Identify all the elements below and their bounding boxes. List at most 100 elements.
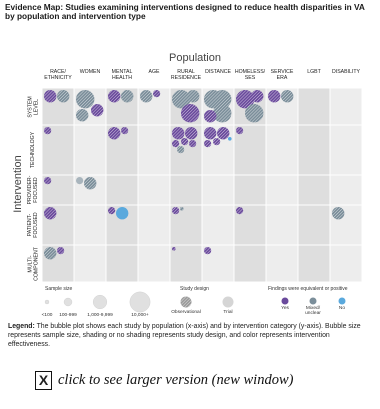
hatch xyxy=(281,90,294,103)
row-label: PATIENT-FOCUSED xyxy=(27,212,39,238)
hatch xyxy=(177,146,185,154)
column-label: AGE xyxy=(148,69,160,75)
legend-label: Trial xyxy=(223,310,233,315)
hatch xyxy=(91,104,104,117)
caption: Legend: The bubble plot shows each study… xyxy=(8,323,372,350)
legend-label: No xyxy=(338,306,346,311)
caption-label: Legend: xyxy=(8,323,35,330)
link-icon[interactable]: X xyxy=(35,371,52,390)
legend-title: Study design xyxy=(180,286,209,292)
hatch xyxy=(213,90,232,109)
hatch xyxy=(213,138,221,146)
caption-text: The bubble plot shows each study by popu… xyxy=(8,323,361,348)
legend-size xyxy=(63,297,73,307)
hatch xyxy=(44,177,52,185)
legend-size xyxy=(92,294,108,310)
cell xyxy=(105,174,139,206)
hatch xyxy=(189,140,197,148)
hatch xyxy=(44,127,52,135)
bubble xyxy=(116,207,129,220)
cell xyxy=(265,204,299,246)
cell xyxy=(73,124,107,176)
link-text[interactable]: click to see larger version (new window) xyxy=(58,371,294,388)
hatch xyxy=(172,207,180,215)
cell xyxy=(137,174,171,206)
legend-label: 1,000-9,999 xyxy=(87,313,113,318)
cell xyxy=(73,204,107,246)
hatch xyxy=(187,90,200,103)
hatch xyxy=(204,127,217,140)
row-label: PROVIDER-FOCUSED xyxy=(27,175,39,205)
legend-label: 100-999 xyxy=(59,313,77,318)
cell xyxy=(169,244,203,283)
hatch xyxy=(108,207,116,215)
legend-label: 10,000+ xyxy=(131,313,149,318)
hatch xyxy=(84,177,97,190)
hatch xyxy=(172,90,191,109)
legend-label: Observational xyxy=(171,310,201,315)
hatch xyxy=(44,90,57,103)
column-label: WOMEN xyxy=(79,69,101,75)
cell xyxy=(73,244,107,283)
hatch xyxy=(204,247,212,255)
legend-bubble xyxy=(222,296,234,308)
legend-size xyxy=(44,299,50,305)
cell xyxy=(297,204,331,246)
cell xyxy=(265,174,299,206)
hatch xyxy=(172,140,180,148)
cell xyxy=(233,244,267,283)
cell xyxy=(297,174,331,206)
hatch xyxy=(57,247,65,255)
cell xyxy=(329,87,363,126)
legend-finding xyxy=(338,297,346,305)
hatch xyxy=(204,140,212,148)
cell xyxy=(169,174,203,206)
legend-finding xyxy=(309,297,317,305)
hatch xyxy=(57,90,70,103)
hatch xyxy=(76,109,89,122)
legend-title: Findings were equivalent or positive xyxy=(268,286,348,292)
column-label: DISTANCE xyxy=(205,69,231,75)
hatch xyxy=(213,104,232,123)
bubble xyxy=(76,177,84,185)
hatch xyxy=(332,207,345,220)
hatch xyxy=(236,90,255,109)
hatch xyxy=(236,207,244,215)
row-label: MULTI-COMPONENT xyxy=(27,246,39,281)
column-label: DISABILITY xyxy=(332,69,360,75)
legend-finding xyxy=(281,297,289,305)
hatch xyxy=(153,90,161,98)
cell xyxy=(297,244,331,283)
column-label: HOMELESS/ SES xyxy=(234,69,266,81)
y-axis-title: Intervention xyxy=(11,155,24,213)
cell xyxy=(201,204,235,246)
cell xyxy=(265,244,299,283)
chart-title: Evidence Map: Studies examining interven… xyxy=(5,2,365,22)
bubble xyxy=(228,137,232,141)
hatch xyxy=(44,207,57,220)
cell xyxy=(105,244,139,283)
cell xyxy=(329,174,363,206)
hatch xyxy=(181,138,189,146)
hatch xyxy=(217,127,230,140)
hatch xyxy=(140,90,153,103)
hatch xyxy=(180,296,192,308)
cell xyxy=(329,244,363,283)
hatch xyxy=(236,127,244,135)
hatch xyxy=(251,90,264,103)
hatch xyxy=(76,90,95,109)
cell xyxy=(137,204,171,246)
legend-title: Sample size xyxy=(45,286,73,292)
legend-label: Mixed/ unclear xyxy=(305,306,321,317)
column-label: LGBT xyxy=(307,69,321,75)
hatch xyxy=(185,127,198,140)
hatch xyxy=(204,110,217,123)
larger-version-link[interactable]: X click to see larger version (new windo… xyxy=(35,371,293,390)
cell xyxy=(297,124,331,176)
cell xyxy=(201,174,235,206)
column-label: RACE/ ETHNICITY xyxy=(44,69,72,81)
column-label: MENTAL HEALTH xyxy=(111,69,133,81)
hatch xyxy=(268,90,281,103)
hatch xyxy=(180,207,184,211)
